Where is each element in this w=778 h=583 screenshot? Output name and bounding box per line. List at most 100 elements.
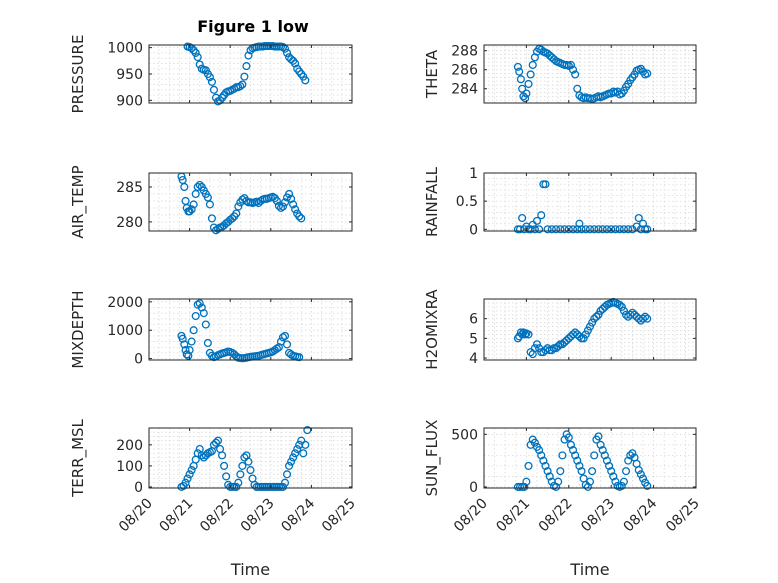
data-point xyxy=(528,60,537,70)
y-tick-label: 280 xyxy=(116,215,143,231)
y-axis-label: RAINFALL xyxy=(423,166,441,237)
data-point xyxy=(545,472,554,481)
data-point xyxy=(234,478,243,487)
data-point xyxy=(611,477,620,486)
axes-box xyxy=(148,172,353,232)
y-tick-label: 0 xyxy=(134,480,143,496)
data-point xyxy=(602,225,612,234)
data-point xyxy=(185,470,194,479)
data-point xyxy=(564,225,573,234)
grid-lines xyxy=(148,172,353,231)
data-point xyxy=(291,59,300,68)
data-point xyxy=(191,48,200,57)
x-tick-label: 08/24 xyxy=(278,495,318,535)
data-point xyxy=(611,225,620,234)
data-point xyxy=(539,456,548,465)
y-axis-label: SUN_FLUX xyxy=(423,420,442,497)
data-point xyxy=(634,466,643,475)
data-point xyxy=(524,461,533,470)
data-point xyxy=(240,72,249,81)
data-point xyxy=(598,446,607,455)
data-point xyxy=(244,457,253,466)
y-axis-label: AIR_TEMP xyxy=(69,165,88,238)
data-point xyxy=(598,225,607,234)
data-point xyxy=(209,85,219,94)
data-point xyxy=(211,438,221,447)
data-point xyxy=(577,225,586,234)
data-point xyxy=(552,225,561,234)
data-point xyxy=(554,477,563,486)
data-point xyxy=(543,225,552,234)
data-point xyxy=(590,225,599,234)
data-point xyxy=(564,433,573,442)
data-point xyxy=(289,453,298,462)
data-point xyxy=(228,214,237,223)
x-tick-label: 08/22 xyxy=(197,496,237,536)
data-point xyxy=(195,60,204,69)
data-point xyxy=(592,312,601,321)
data-point xyxy=(617,481,626,490)
data-point xyxy=(516,75,525,84)
data-point xyxy=(178,334,187,343)
data-point xyxy=(643,481,652,490)
data-point xyxy=(588,318,597,327)
data-point xyxy=(547,346,556,355)
x-tick-label: 08/20 xyxy=(451,496,491,536)
data-point xyxy=(513,62,522,71)
data-point xyxy=(189,200,198,209)
data-series xyxy=(513,430,652,491)
subplot-2: 284 286 288 THETA xyxy=(423,44,697,104)
x-axis-label: Time xyxy=(569,560,609,579)
data-point xyxy=(191,311,200,321)
data-point xyxy=(530,438,539,447)
data-point xyxy=(619,477,628,486)
data-point xyxy=(220,461,229,470)
data-point xyxy=(628,449,637,458)
data-point xyxy=(238,80,247,89)
data-point xyxy=(272,196,281,206)
data-point xyxy=(184,351,193,360)
data-point xyxy=(201,320,210,329)
data-point xyxy=(521,330,530,339)
data-point xyxy=(282,340,292,349)
x-tick-label: 08/23 xyxy=(578,496,618,536)
data-point xyxy=(596,440,605,449)
data-point xyxy=(577,467,586,476)
data-point xyxy=(621,467,631,476)
data-point xyxy=(588,467,597,476)
data-point xyxy=(566,60,575,70)
data-point xyxy=(297,214,306,223)
data-series xyxy=(177,426,312,491)
data-point xyxy=(556,225,565,234)
data-point xyxy=(585,477,595,486)
data-point xyxy=(301,76,310,85)
data-point xyxy=(297,436,306,445)
data-point xyxy=(541,461,550,470)
data-point xyxy=(617,302,626,311)
data-point xyxy=(607,467,616,476)
y-tick-label: 285 xyxy=(116,180,143,196)
data-point xyxy=(268,192,277,201)
data-point xyxy=(585,225,595,234)
data-point xyxy=(274,201,283,210)
data-point xyxy=(594,310,603,319)
data-point xyxy=(282,48,292,57)
data-point xyxy=(295,440,304,449)
data-point xyxy=(532,340,542,349)
x-tick-label: 08/23 xyxy=(238,496,278,536)
data-point xyxy=(619,306,628,315)
data-point xyxy=(207,351,216,360)
data-point xyxy=(180,182,189,192)
data-point xyxy=(291,205,300,214)
data-point xyxy=(605,461,614,470)
data-point xyxy=(238,461,247,470)
data-point xyxy=(280,198,290,207)
data-point xyxy=(607,225,616,234)
data-point xyxy=(278,202,288,211)
axes-box xyxy=(148,427,353,489)
data-point xyxy=(568,65,578,74)
data-point xyxy=(554,342,563,351)
subplot-4: 0 0.5 1 RAINFALL xyxy=(423,166,697,238)
x-tick-label: 08/20 xyxy=(116,496,156,536)
data-point xyxy=(624,225,633,234)
